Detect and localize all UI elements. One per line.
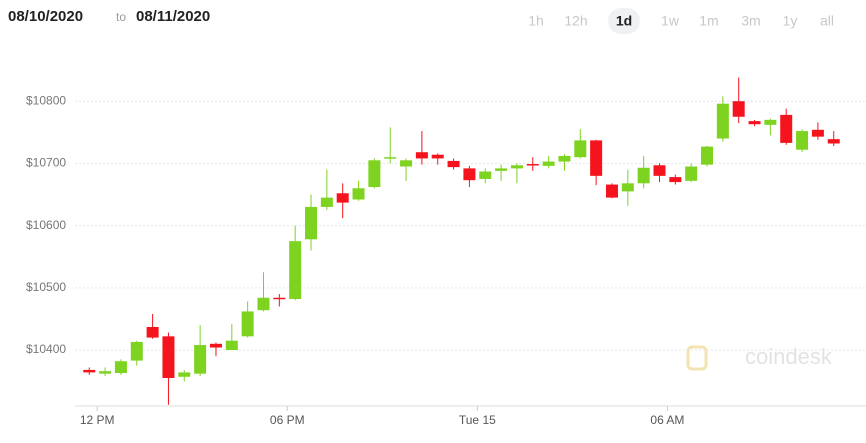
candle-body [495, 168, 508, 171]
candle-body [685, 166, 698, 181]
candle-body [194, 345, 207, 374]
y-tick-label: $10500 [26, 280, 66, 294]
candle-body [273, 297, 286, 300]
range-button[interactable]: 1m [699, 13, 718, 29]
watermark-logo [686, 345, 708, 371]
candle-body [526, 164, 539, 166]
candle-body [305, 206, 318, 240]
candle-body [748, 121, 761, 125]
candle-body [162, 336, 175, 379]
range-selected-bg [608, 8, 640, 34]
date-separator: to [116, 10, 126, 24]
candle-body [241, 311, 254, 337]
range-button[interactable]: 1y [783, 13, 798, 29]
candle-body [558, 155, 571, 162]
candle-body [827, 139, 840, 144]
candle-body [83, 369, 96, 373]
range-button[interactable]: 1h [528, 13, 544, 29]
x-tick-label: 06 AM [650, 413, 684, 427]
candle-body [431, 154, 444, 159]
candle-body [716, 103, 729, 139]
candle-body [320, 197, 333, 207]
candle-body [336, 193, 349, 203]
candle-body [289, 241, 302, 300]
candle-body [796, 131, 809, 150]
candle-body [479, 171, 492, 179]
candle-body [669, 177, 682, 183]
candle-body [605, 184, 618, 198]
candle-body [209, 343, 222, 348]
range-button[interactable]: all [820, 13, 834, 29]
candle-body [352, 188, 365, 200]
candle-body [590, 140, 603, 176]
candle-body [415, 152, 428, 159]
candle-body [99, 371, 112, 374]
date-from: 08/10/2020 [8, 8, 83, 25]
candle-body [542, 161, 555, 166]
y-tick-label: $10400 [26, 342, 66, 356]
range-button[interactable]: 1d [616, 13, 632, 29]
date-to: 08/11/2020 [136, 8, 210, 25]
candle-body [400, 160, 413, 167]
candle-body [574, 140, 587, 158]
candle-body [225, 340, 238, 351]
candle-body [732, 101, 745, 117]
y-tick-label: $10600 [26, 218, 66, 232]
candle-body [257, 297, 270, 311]
y-tick-label: $10800 [26, 93, 66, 107]
candle-body [146, 327, 159, 338]
candle-body [811, 129, 824, 137]
range-button[interactable]: 1w [661, 13, 680, 29]
candle-body [621, 183, 634, 192]
candle-body [178, 372, 191, 377]
candle-body [653, 165, 666, 176]
range-button[interactable]: 12h [564, 13, 587, 29]
y-tick-label: $10700 [26, 156, 66, 170]
x-tick-label: 06 PM [270, 413, 305, 427]
candle-body [114, 361, 127, 374]
range-button[interactable]: 3m [741, 13, 760, 29]
x-tick-label: Tue 15 [459, 413, 496, 427]
candle-body [764, 119, 777, 125]
candle-body [368, 160, 381, 188]
candle-body [637, 167, 650, 184]
candle-body [447, 160, 460, 168]
candle-body [701, 146, 714, 165]
candle-body [130, 341, 143, 361]
watermark: coindesk [745, 344, 833, 369]
candle-body [384, 157, 397, 159]
x-tick-label: 12 PM [80, 413, 115, 427]
candle-body [780, 114, 793, 143]
candle-body [510, 165, 523, 169]
candle-body [463, 168, 476, 181]
